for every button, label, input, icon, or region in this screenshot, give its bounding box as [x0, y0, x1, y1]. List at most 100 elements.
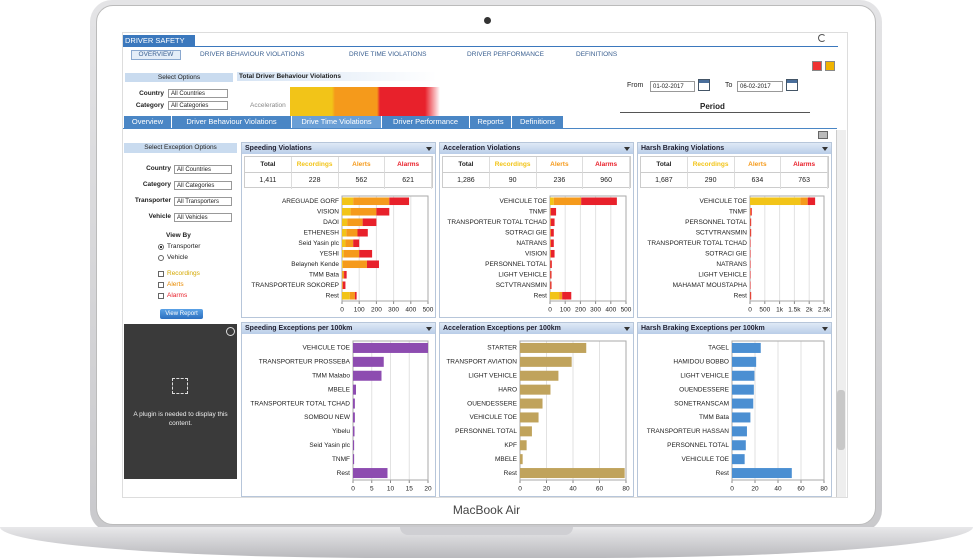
filter-select[interactable]: All Countries — [168, 89, 228, 98]
calendar-icon[interactable] — [786, 79, 798, 91]
bar — [520, 440, 527, 451]
filter-select[interactable]: All Categories — [174, 181, 232, 190]
bar-segment — [353, 197, 390, 206]
panel-menu[interactable] — [624, 147, 630, 151]
bar-segment — [550, 270, 552, 279]
bar-segment — [342, 281, 346, 290]
export-icon[interactable] — [812, 61, 822, 71]
check-label: Recordings — [167, 270, 200, 277]
tab[interactable]: Definitions — [512, 116, 564, 128]
bar-segment — [342, 281, 343, 290]
nav-item[interactable]: DEFINITIONS — [576, 51, 618, 58]
plot-frame — [549, 195, 627, 302]
bar-segment — [750, 197, 801, 206]
radio[interactable] — [158, 244, 164, 250]
laptop-notch — [400, 527, 573, 535]
plot-frame — [749, 195, 825, 302]
summary-bar — [290, 87, 440, 116]
tab[interactable]: Driver Behaviour Violations — [172, 116, 292, 128]
y-tick-label: PERSONNEL TOTAL — [685, 219, 747, 226]
y-tick-label: Rest — [337, 470, 351, 477]
tab[interactable]: Overview — [124, 116, 172, 128]
y-tick-label: TNMF — [529, 208, 547, 215]
chart-title: Harsh Braking Exceptions per 100km — [638, 323, 831, 334]
checkbox[interactable] — [158, 282, 164, 288]
table-cell: 1,411 — [245, 173, 292, 189]
scrollbar[interactable] — [836, 130, 846, 497]
bar-segment — [342, 197, 354, 206]
x-tick-label: 500 — [423, 307, 434, 314]
x-tick-label: 40 — [774, 486, 782, 493]
tab-rule — [123, 128, 837, 129]
panel-menu[interactable] — [822, 327, 828, 331]
y-tick-label: Belayneh Kende — [291, 261, 339, 268]
view-report-button[interactable]: View Report — [160, 309, 203, 319]
radio[interactable] — [158, 255, 164, 261]
scroll-thumb[interactable] — [837, 390, 845, 450]
bar-segment — [550, 281, 552, 290]
print-icon[interactable] — [818, 131, 828, 139]
date-input[interactable]: 01-02-2017 — [650, 81, 695, 92]
export-icon[interactable] — [825, 61, 835, 71]
y-tick-label: LIGHT VEHICLE — [680, 372, 729, 379]
filter-select[interactable]: All Vehicles — [174, 213, 232, 222]
bar-segment — [550, 239, 554, 248]
bar-segment — [750, 207, 752, 216]
bar — [732, 440, 746, 451]
x-tick-label: 0 — [340, 307, 344, 314]
table-header: Alerts — [338, 157, 386, 173]
table-header: Total — [245, 157, 292, 173]
nav-item[interactable]: OVERVIEW — [131, 50, 181, 60]
chart: 0 5 10 15 20 VEHICULE TOE TRANSPORTEUR PROSSEB… — [250, 340, 432, 493]
filter-select[interactable]: All Categories — [168, 101, 228, 110]
panel-menu[interactable] — [426, 327, 432, 331]
bar-segment — [362, 218, 377, 227]
bar-segment — [553, 197, 582, 206]
table-cell: 90 — [490, 173, 537, 189]
filter-select[interactable]: All Countries — [174, 165, 232, 174]
tab[interactable]: Drive Time Violations — [292, 116, 382, 128]
panel-menu[interactable] — [426, 147, 432, 151]
sidebar-header: Select Exception Options — [124, 143, 237, 153]
bar-segment — [343, 249, 360, 258]
y-tick-label: Rest — [504, 470, 518, 477]
bar-segment — [342, 249, 344, 258]
from-label: From — [627, 82, 644, 89]
bar-segment — [342, 260, 343, 269]
date-input[interactable]: 06-02-2017 — [737, 81, 783, 92]
y-tick-label: Seid Yasin plc — [309, 442, 350, 449]
checkbox[interactable] — [158, 271, 164, 277]
close-icon[interactable] — [226, 327, 235, 336]
panel-menu[interactable] — [822, 147, 828, 151]
table-cell: 236 — [537, 173, 584, 189]
y-tick-label: VEHICULE TOE — [470, 414, 518, 421]
calendar-icon[interactable] — [698, 79, 710, 91]
bar-segment — [800, 197, 808, 206]
y-tick-label: STARTER — [487, 345, 517, 352]
x-tick-label: 500 — [621, 307, 632, 314]
y-tick-label: Rest — [734, 292, 748, 299]
y-tick-label: KPF — [504, 442, 517, 449]
y-tick-label: PERSONNEL TOTAL — [485, 261, 547, 268]
nav-item[interactable]: DRIVE TIME VIOLATIONS — [349, 51, 427, 58]
bar — [520, 454, 523, 465]
y-tick-label: Seid Yasin plc — [298, 240, 339, 247]
y-tick-label: NATRANS — [516, 240, 547, 247]
bar — [353, 342, 428, 353]
bar — [732, 468, 792, 479]
panel-menu[interactable] — [624, 327, 630, 331]
bar-segment — [550, 291, 560, 300]
checkbox[interactable] — [158, 293, 164, 299]
bar — [353, 412, 355, 423]
tab[interactable]: Reports — [470, 116, 512, 128]
nav-item[interactable]: DRIVER BEHAVIOUR VIOLATIONS — [200, 51, 305, 58]
nav-item[interactable]: DRIVER PERFORMANCE — [467, 51, 544, 58]
bar — [520, 370, 559, 381]
tab[interactable]: Driver Performance — [382, 116, 470, 128]
x-tick-label: 200 — [371, 307, 382, 314]
filter-select[interactable]: All Transporters — [174, 197, 232, 206]
chart-panel: Speeding Violations Total Recordings Alerts… — [241, 142, 436, 318]
x-tick-label: 20 — [543, 486, 551, 493]
bar — [353, 426, 355, 437]
refresh-icon[interactable] — [818, 34, 826, 42]
